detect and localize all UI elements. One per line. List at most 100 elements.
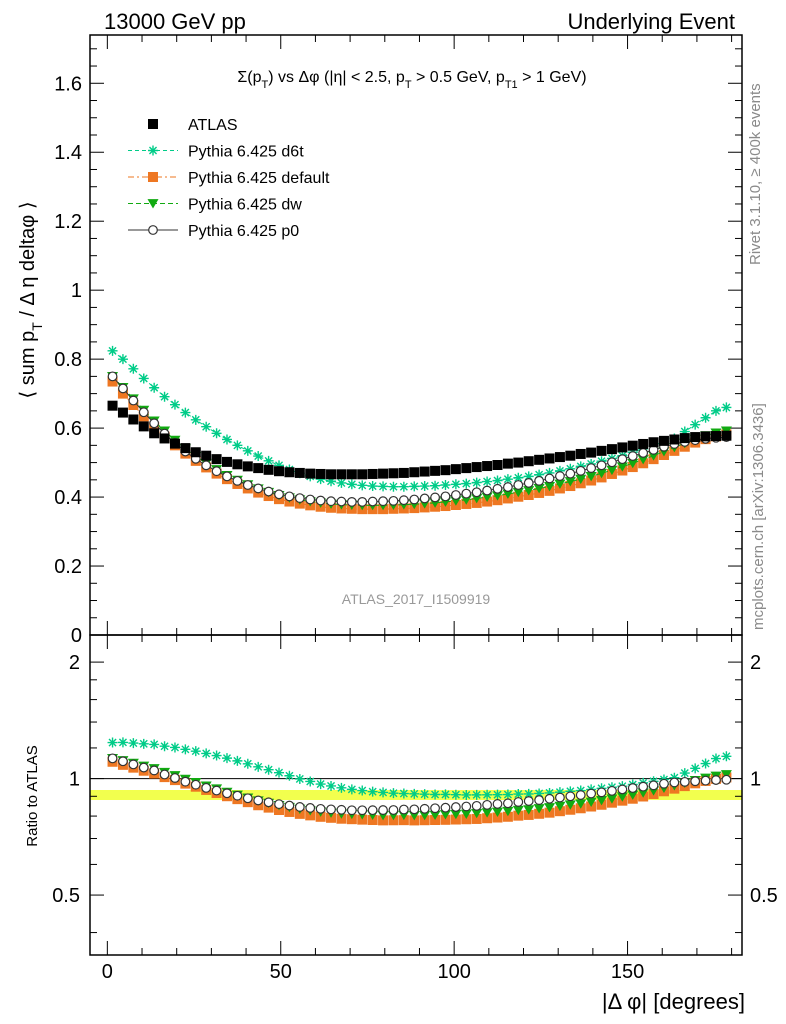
point-pythia-6-425-d6t bbox=[149, 382, 160, 393]
ratio-point-pythia-6-425-d6t bbox=[128, 738, 139, 749]
point-pythia-6-425-d6t bbox=[471, 477, 482, 488]
point-atlas bbox=[471, 462, 482, 473]
ratio-point-pythia-6-425-d6t bbox=[159, 741, 170, 752]
ratio-point-pythia-6-425-d6t bbox=[242, 758, 253, 769]
point-pythia-6-425-d6t bbox=[263, 455, 274, 466]
point-pythia-6-425-d6t bbox=[346, 479, 357, 490]
ratio-plot-panel: 0.5 0.5 1 1 2 2 Ratio to ATLAS bbox=[24, 634, 778, 956]
ratio-point-pythia-6-425-default bbox=[523, 809, 534, 820]
point-pythia-6-425-p0 bbox=[149, 418, 160, 429]
point-pythia-6-425-d6t bbox=[398, 481, 409, 492]
point-atlas bbox=[450, 464, 461, 475]
point-atlas bbox=[419, 466, 430, 477]
chart-title: Σ(pT) vs Δφ (|η| < 2.5, pT > 0.5 GeV, pT… bbox=[237, 69, 586, 91]
ratio-point-pythia-6-425-d6t bbox=[336, 782, 347, 793]
ratio-point-pythia-6-425-p0 bbox=[648, 780, 659, 791]
ratio-point-pythia-6-425-d6t bbox=[378, 787, 389, 798]
point-atlas bbox=[513, 457, 524, 468]
ratio-point-pythia-6-425-dw bbox=[523, 805, 535, 815]
y-axis-label: ⟨ sum pT / Δ η deltaφ ⟩ bbox=[17, 201, 45, 398]
ratio-point-pythia-6-425-d6t bbox=[502, 789, 513, 800]
ratio-point-pythia-6-425-d6t bbox=[565, 786, 576, 797]
point-atlas bbox=[669, 434, 680, 445]
ratio-point-pythia-6-425-p0 bbox=[523, 796, 534, 806]
point-pythia-6-425-d6t bbox=[169, 399, 180, 410]
x-tick-label: 50 bbox=[270, 961, 292, 983]
ratio-point-pythia-6-425-d6t bbox=[554, 787, 565, 798]
point-pythia-6-425-p0 bbox=[305, 494, 316, 505]
point-pythia-6-425-p0 bbox=[211, 466, 222, 477]
point-pythia-6-425-p0 bbox=[586, 463, 597, 474]
point-pythia-6-425-d6t bbox=[450, 479, 461, 490]
ratio-point-pythia-6-425-p0 bbox=[690, 776, 701, 787]
ratio-point-pythia-6-425-p0 bbox=[274, 799, 284, 810]
point-pythia-6-425-p0 bbox=[627, 451, 638, 461]
point-atlas bbox=[627, 440, 638, 451]
ratio-point-pythia-6-425-p0 bbox=[565, 791, 576, 802]
ratio-point-pythia-6-425-dw bbox=[575, 799, 587, 809]
main-data-marks bbox=[107, 345, 732, 515]
point-atlas bbox=[700, 431, 711, 442]
ratio-point-pythia-6-425-default bbox=[378, 815, 389, 826]
ratio-point-pythia-6-425-p0 bbox=[586, 788, 597, 799]
series-line-pythia-6-425-p0 bbox=[112, 376, 727, 503]
header-left-label: 13000 GeV pp bbox=[104, 9, 246, 34]
y-tick-label: 0 bbox=[71, 625, 82, 647]
point-pythia-6-425-dw bbox=[637, 455, 649, 465]
ratio-point-pythia-6-425-p0 bbox=[170, 773, 180, 783]
point-pythia-6-425-d6t bbox=[128, 363, 139, 374]
point-atlas bbox=[388, 468, 399, 479]
ratio-point-pythia-6-425-d6t bbox=[232, 755, 243, 766]
point-pythia-6-425-d6t bbox=[180, 407, 191, 418]
ratio-point-pythia-6-425-d6t bbox=[107, 737, 118, 748]
y-tick-label: 1 bbox=[71, 280, 82, 302]
ratio-point-pythia-6-425-dw bbox=[606, 794, 618, 804]
point-atlas bbox=[315, 468, 326, 479]
ratio-point-pythia-6-425-p0 bbox=[638, 781, 649, 792]
point-pythia-6-425-p0 bbox=[419, 493, 430, 504]
point-pythia-6-425-d6t bbox=[326, 476, 337, 487]
ratio-point-pythia-6-425-d6t bbox=[461, 789, 472, 800]
point-pythia-6-425-d6t bbox=[554, 465, 565, 476]
y-tick-label: 0.8 bbox=[54, 349, 82, 371]
point-atlas bbox=[326, 469, 337, 480]
ratio-point-pythia-6-425-d6t bbox=[169, 742, 180, 753]
point-atlas bbox=[274, 466, 285, 477]
ratio-point-pythia-6-425-p0 bbox=[211, 785, 222, 796]
point-atlas bbox=[190, 447, 201, 458]
point-pythia-6-425-d6t bbox=[253, 451, 264, 462]
point-pythia-6-425-p0 bbox=[544, 473, 555, 484]
point-atlas bbox=[305, 468, 316, 479]
point-pythia-6-425-dw bbox=[481, 492, 493, 503]
ratio-point-pythia-6-425-p0 bbox=[305, 803, 316, 813]
ratio-point-pythia-6-425-p0 bbox=[190, 779, 201, 790]
ratio-point-pythia-6-425-default bbox=[502, 811, 513, 822]
point-pythia-6-425-d6t bbox=[357, 480, 368, 491]
point-pythia-6-425-p0 bbox=[430, 492, 440, 503]
point-pythia-6-425-d6t bbox=[274, 460, 285, 471]
point-pythia-6-425-p0 bbox=[440, 491, 451, 502]
point-pythia-6-425-d6t bbox=[534, 469, 545, 480]
analysis-label: ATLAS_2017_I1509919 bbox=[342, 591, 491, 607]
ratio-point-pythia-6-425-p0 bbox=[263, 797, 274, 808]
y-tick-label: 0.6 bbox=[54, 418, 82, 440]
ratio-point-pythia-6-425-p0 bbox=[659, 778, 669, 789]
point-pythia-6-425-p0 bbox=[638, 448, 649, 458]
point-pythia-6-425-d6t bbox=[336, 477, 347, 488]
point-pythia-6-425-dw bbox=[471, 494, 483, 504]
point-pythia-6-425-p0 bbox=[284, 491, 295, 502]
point-pythia-6-425-p0 bbox=[398, 495, 409, 506]
point-pythia-6-425-p0 bbox=[315, 495, 326, 506]
point-atlas bbox=[440, 465, 451, 476]
point-pythia-6-425-p0 bbox=[326, 496, 336, 507]
point-atlas bbox=[638, 438, 649, 449]
point-pythia-6-425-d6t bbox=[201, 421, 212, 432]
point-pythia-6-425-d6t bbox=[221, 434, 232, 445]
point-pythia-6-425-d6t bbox=[461, 478, 472, 489]
point-pythia-6-425-d6t bbox=[117, 354, 128, 365]
point-pythia-6-425-default bbox=[107, 376, 118, 387]
ratio-point-pythia-6-425-d6t bbox=[430, 789, 441, 800]
point-atlas bbox=[138, 421, 149, 432]
point-atlas bbox=[461, 463, 472, 474]
